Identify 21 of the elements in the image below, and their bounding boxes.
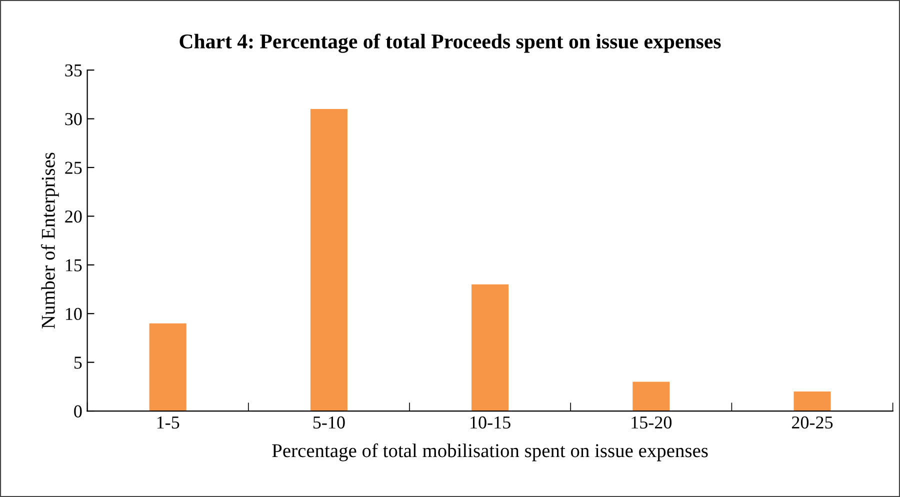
y-tick-label: 0 xyxy=(74,405,82,418)
y-tick-label: 5 xyxy=(74,356,82,369)
x-tick-label: 5-10 xyxy=(313,416,345,429)
y-tick-label: 20 xyxy=(65,210,82,223)
y-tick-label: 25 xyxy=(65,162,82,174)
bar xyxy=(310,109,348,412)
bar xyxy=(149,323,186,412)
x-tick-label: 15-20 xyxy=(632,416,672,429)
x-tick-label: 10-15 xyxy=(470,416,510,429)
y-tick-label: 15 xyxy=(66,259,82,272)
x-axis-title: Percentage of total mobilisation spent on issue expenses xyxy=(272,443,708,462)
y-axis-title: Number of Enterprises xyxy=(40,152,59,329)
chart-title: Chart 4: Percentage of total Proceeds spent on issue expenses xyxy=(180,34,721,53)
x-tick-label: 20-25 xyxy=(792,416,833,429)
bar xyxy=(632,382,670,412)
bar xyxy=(794,392,831,412)
x-tick-label: 1-5 xyxy=(157,416,180,429)
y-tick-label: 10 xyxy=(66,308,82,320)
y-tick-label: 30 xyxy=(65,113,82,126)
y-tick-label: 35 xyxy=(65,64,82,77)
bar xyxy=(472,284,509,412)
